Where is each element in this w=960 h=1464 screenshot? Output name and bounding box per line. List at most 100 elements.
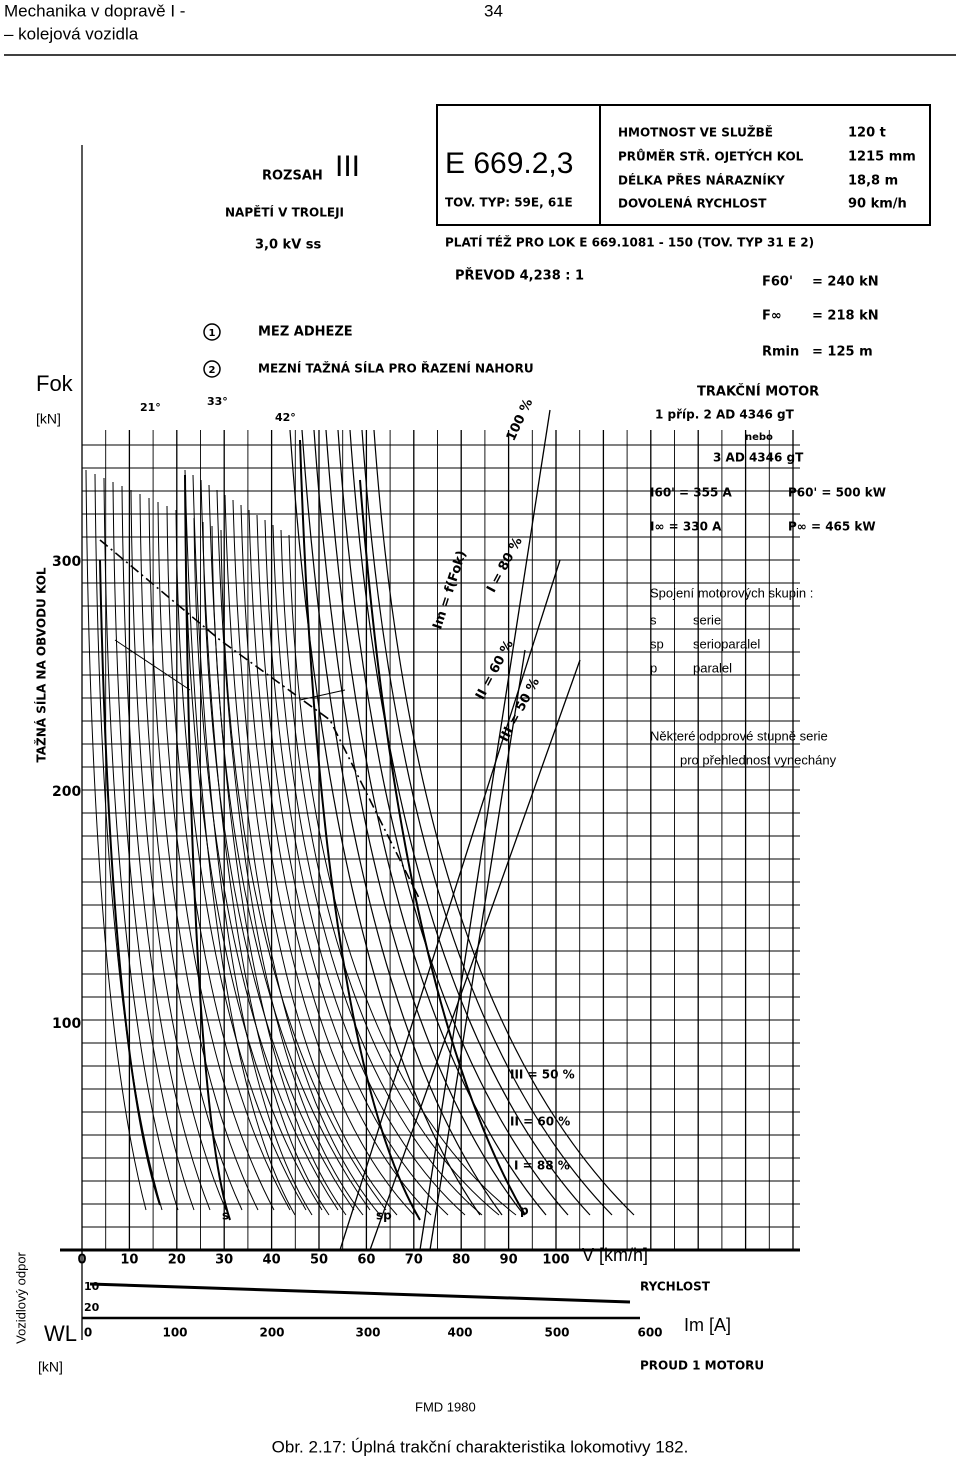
curve	[200, 479, 330, 1216]
label: PRŮMĚR STŘ. OJETÝCH KOL	[618, 149, 804, 164]
curve	[232, 499, 398, 1216]
curve	[175, 509, 307, 1211]
label: MEZNÍ TAŽNÁ SÍLA PRO ŘAZENÍ NAHORU	[258, 361, 534, 376]
label: pro přehlednost vynechány	[680, 752, 837, 767]
label: Rmin	[762, 345, 799, 360]
label: TOV. TYP: 59E, 61E	[445, 196, 573, 210]
label: 1	[209, 328, 216, 339]
curve	[361, 429, 613, 1216]
label: I60' = 355 A	[650, 486, 732, 500]
label: III	[335, 150, 360, 183]
label: Im [A]	[684, 1315, 731, 1335]
label: 1215 mm	[848, 150, 916, 165]
label: I = 88 %	[514, 1159, 570, 1173]
label: [kN]	[38, 1359, 63, 1375]
curve	[220, 529, 387, 1211]
label: RYCHLOST	[640, 1280, 711, 1294]
curve	[272, 524, 483, 1216]
label: WL	[44, 1321, 77, 1346]
x-tick-label: 50	[310, 1253, 328, 1268]
pointer	[114, 639, 191, 691]
label: Některé odporové stupně serie	[650, 728, 828, 743]
x-tick-label: 80	[452, 1253, 470, 1268]
header-title: – kolejová vozidla	[4, 24, 139, 43]
curve	[301, 429, 503, 1216]
label: 1 příp. 2 AD 4346 gT	[655, 408, 795, 422]
label: nebo	[745, 432, 773, 443]
label: I∞ = 330 A	[650, 520, 722, 534]
label: 20	[84, 1301, 100, 1314]
x-tick-label: 400	[447, 1326, 472, 1340]
efficiency-line	[369, 659, 581, 1251]
label: I = 80 %	[484, 535, 526, 595]
label: 90 km/h	[848, 197, 907, 212]
curve	[264, 519, 466, 1216]
curves	[85, 409, 635, 1251]
efficiency-line	[429, 649, 526, 1251]
label: 21°	[140, 401, 161, 414]
label: p	[650, 660, 657, 675]
label: DOVOLENÁ RYCHLOST	[618, 196, 767, 211]
curve	[313, 429, 525, 1216]
curve	[148, 497, 259, 1211]
curve	[130, 489, 227, 1211]
x-tick-label: 500	[544, 1326, 569, 1340]
curve	[112, 481, 195, 1211]
label: 120 t	[848, 126, 886, 141]
curve	[289, 429, 481, 1216]
adhesion-line	[99, 539, 421, 901]
x-tick-label: 600	[637, 1326, 662, 1340]
label: DÉLKA PŘES NÁRAZNÍKY	[618, 173, 785, 188]
curve	[248, 509, 432, 1216]
curve	[349, 429, 591, 1216]
label: PROUD 1 MOTORU	[640, 1359, 764, 1373]
legend-circle	[203, 360, 221, 378]
label: paralel	[693, 660, 732, 675]
label: PLATÍ TÉŽ PRO LOK E 669.1081 - 150 (TOV.…	[445, 235, 814, 250]
label: TAŽNÁ SÍLA NA OBVODU KOL	[34, 567, 49, 762]
label: P60' = 500 kW	[788, 486, 886, 500]
x-tick-label: 0	[77, 1253, 86, 1268]
efficiency-line	[419, 409, 551, 1251]
label: P∞ = 465 kW	[788, 520, 876, 534]
y-tick-label: 300	[52, 554, 81, 570]
label: 18,8 m	[848, 174, 898, 189]
label: F60'	[762, 275, 793, 290]
label: 100 %	[504, 397, 536, 444]
curve	[103, 477, 179, 1211]
curve	[184, 513, 323, 1211]
curve	[202, 521, 355, 1211]
curve	[166, 505, 291, 1211]
x-tick-label: 100	[162, 1326, 187, 1340]
curve	[325, 429, 547, 1216]
label: 2	[209, 365, 216, 376]
signature: FMD 1980	[415, 1399, 476, 1414]
label: sp	[376, 1209, 392, 1223]
label: 10	[84, 1280, 100, 1293]
header-title: Mechanika v dopravě I -	[4, 1, 185, 20]
curve	[192, 474, 313, 1216]
label: serioparalel	[693, 636, 760, 651]
curve	[224, 494, 381, 1216]
x-tick-label: 40	[263, 1253, 281, 1268]
label: Vozidlový odpor	[13, 1251, 28, 1343]
curve	[359, 479, 526, 1216]
x-tick-label: 60	[357, 1253, 375, 1268]
label: III = 50 %	[510, 1068, 575, 1082]
label: HMOTNOST VE SLUŽBĚ	[618, 125, 773, 140]
x-tick-label: 70	[405, 1253, 423, 1268]
label: Im = f(Fok)	[430, 549, 470, 631]
legend-circle	[203, 323, 221, 341]
label: PŘEVOD 4,238 : 1	[455, 268, 584, 284]
x-tick-label: 10	[120, 1253, 138, 1268]
curve	[85, 469, 147, 1211]
resistance-line	[89, 1282, 631, 1304]
label: sp	[650, 636, 664, 651]
spec-box	[599, 104, 931, 226]
label: 3 AD 4346 gT	[713, 451, 804, 465]
x-tick-label: 20	[168, 1253, 186, 1268]
curve	[337, 429, 569, 1216]
x-tick-label: 200	[259, 1326, 284, 1340]
curve	[256, 514, 449, 1216]
